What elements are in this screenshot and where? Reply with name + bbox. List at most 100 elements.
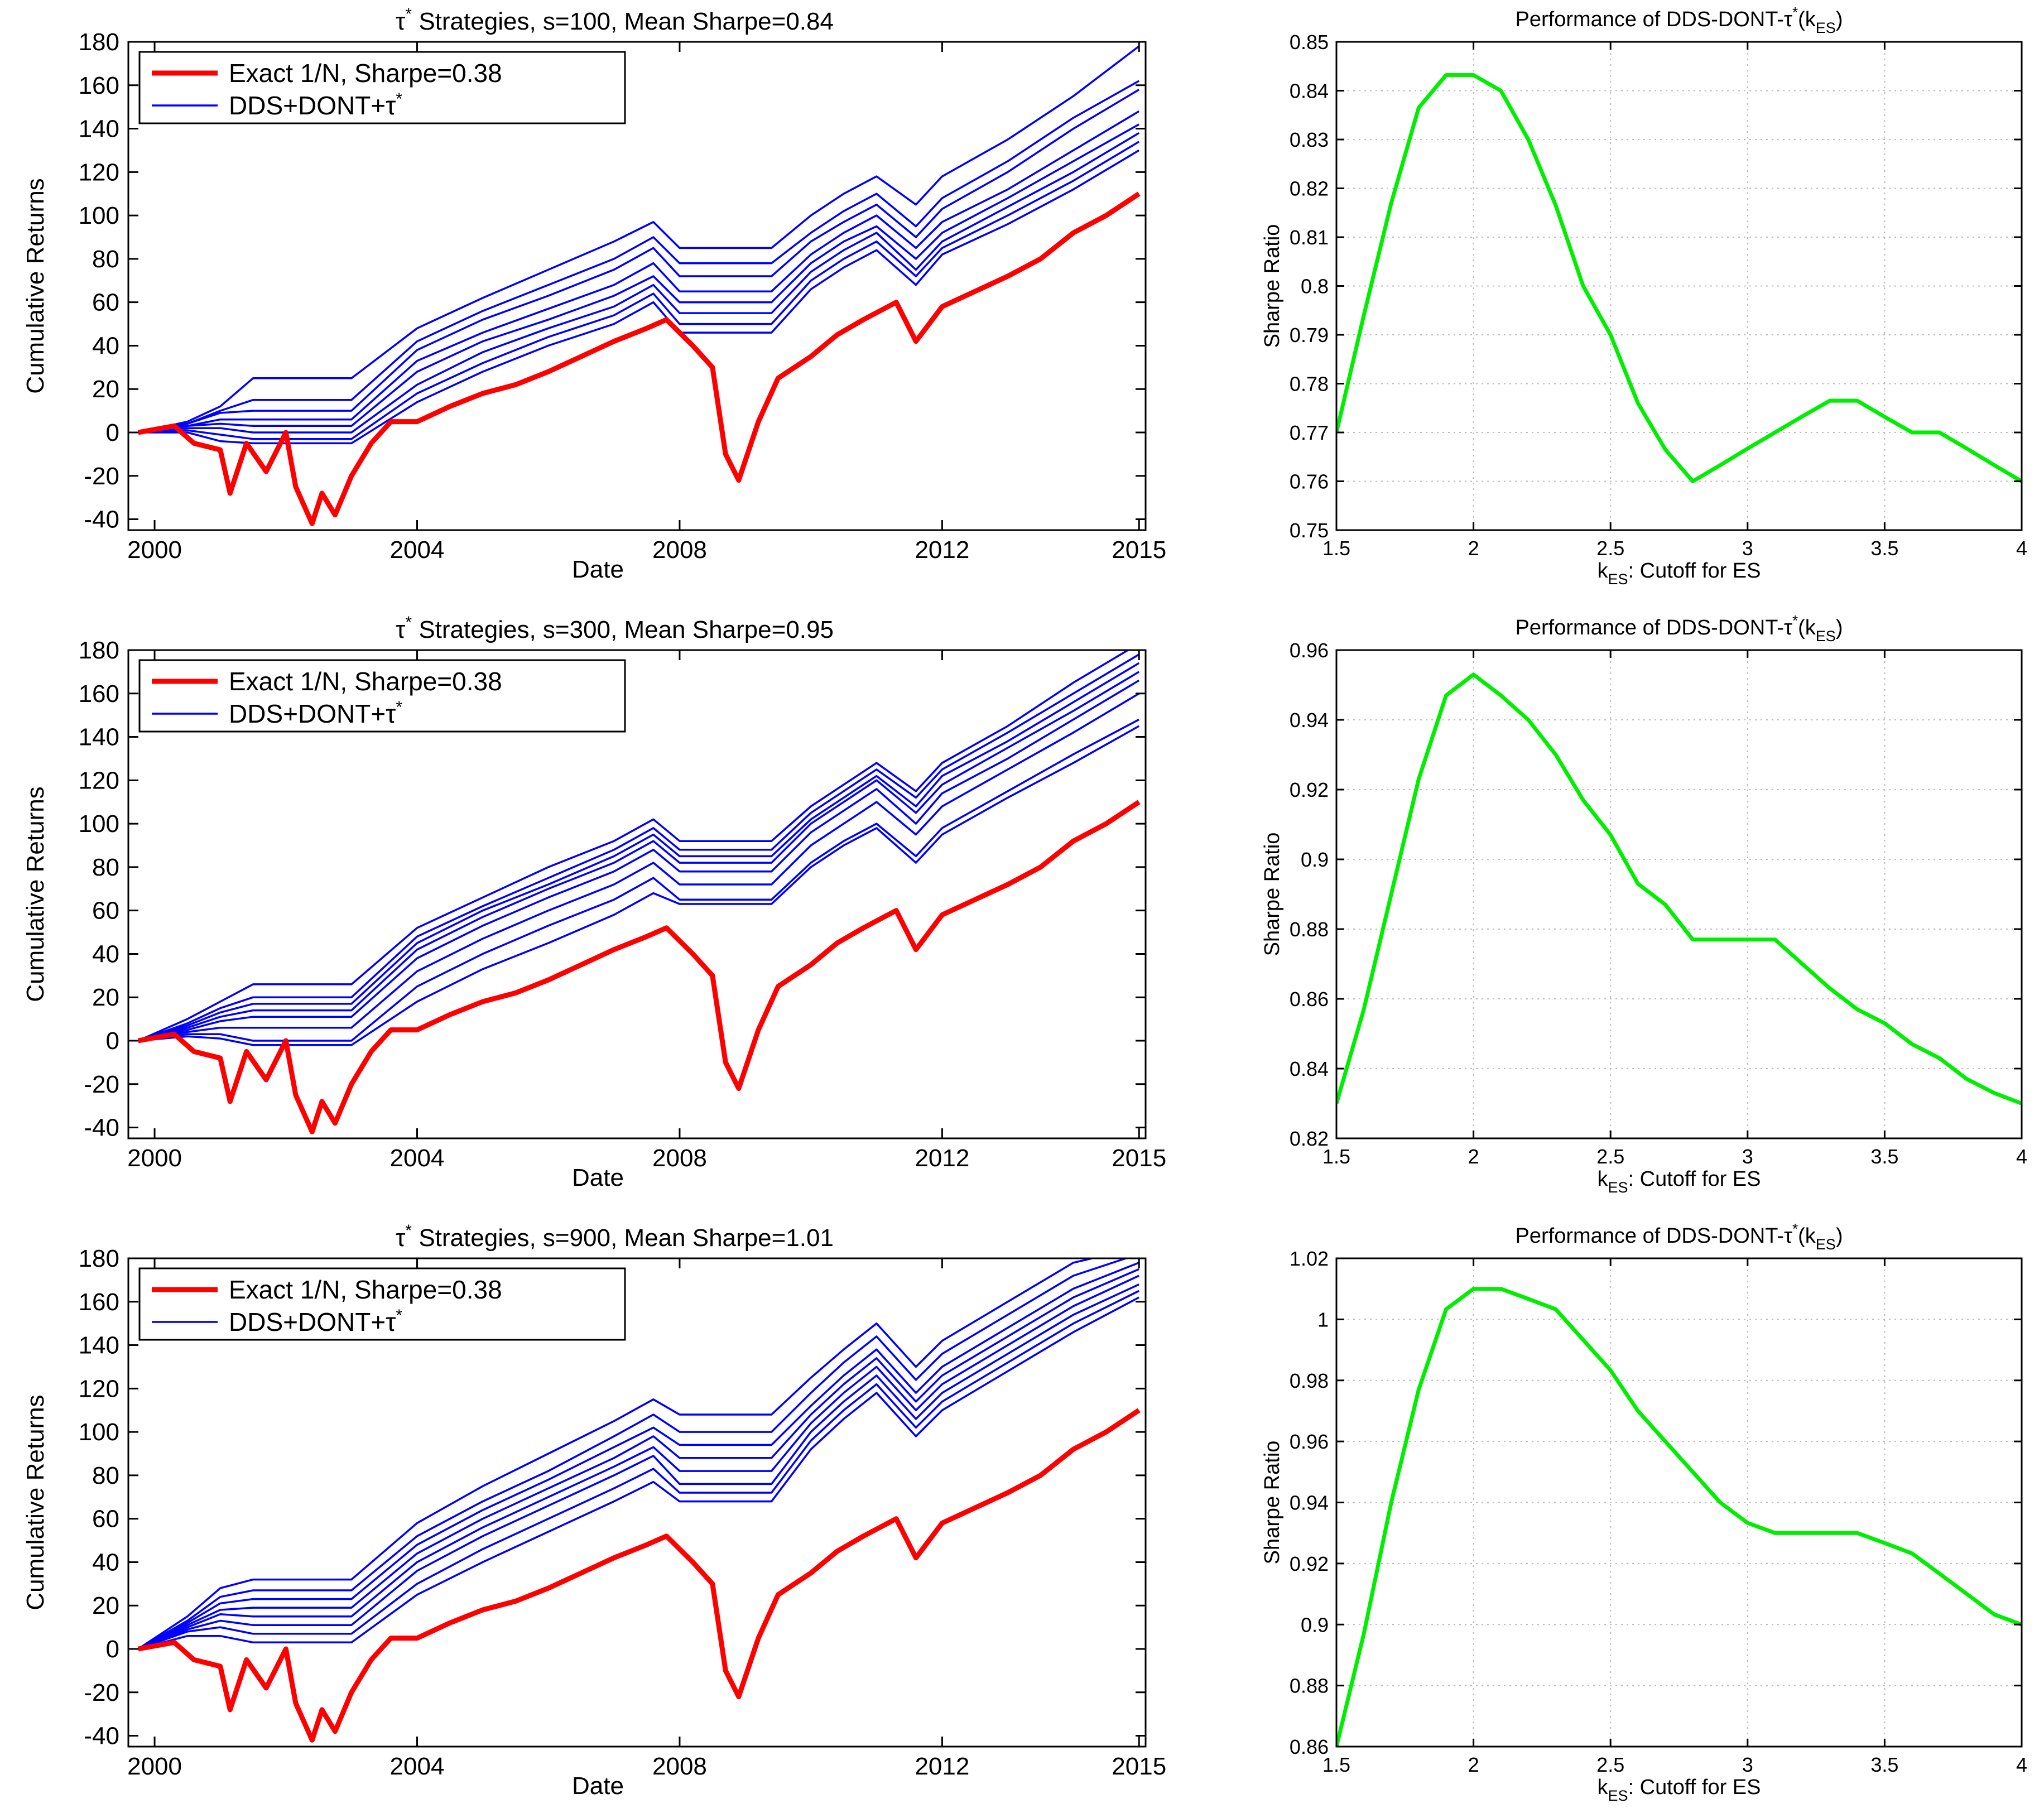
title-tau: τ — [1784, 1224, 1792, 1248]
exact-1n-line — [137, 191, 1141, 526]
y-tick-label: 0.98 — [1290, 1369, 1329, 1392]
title-star: * — [405, 613, 412, 632]
y-tick-label: 0.94 — [1290, 709, 1329, 732]
strategy-line-2 — [138, 89, 1140, 434]
legend-box — [138, 659, 626, 733]
x-label-sub: ES — [1608, 1179, 1628, 1196]
legend-strategy-prefix: DDS+DONT+ — [229, 1307, 386, 1336]
x-tick-label: 2000 — [127, 1144, 182, 1172]
cumulative-returns-panel-3: -40 -20 0 20 40 60 80 100 120 140 160 180 2000 2004 20… — [22, 1222, 1166, 1800]
x-tick-label: 2015 — [1112, 1144, 1166, 1172]
title-sub: ES — [1816, 1236, 1836, 1253]
y-tick-label: 0.77 — [1290, 421, 1329, 444]
title-close: ) — [1836, 1224, 1843, 1248]
y-tick-label: 0.75 — [1290, 519, 1329, 542]
title-star: * — [405, 1222, 412, 1240]
sharpe-ratio-panel-1: 0.75 0.76 0.77 0.78 0.79 0.8 0.81 0.82 0.83 0.84 0… — [1261, 4, 2027, 588]
x-tick-label: 2008 — [652, 1753, 707, 1780]
title-paren: (k — [1798, 1224, 1816, 1248]
legend-strategy-label: DDS+DONT+τ* — [229, 1306, 402, 1336]
legend-strategy-prefix: DDS+DONT+ — [229, 699, 386, 728]
legend-strategy-tau: τ — [386, 699, 396, 728]
strategy-line-7 — [138, 725, 1140, 1046]
strategy-line-6 — [138, 718, 1140, 1042]
x-tick-label: 1.5 — [1322, 1145, 1350, 1168]
strategy-line-3 — [138, 110, 1140, 434]
legend-strategy-label: DDS+DONT+τ* — [229, 698, 402, 728]
y-tick-label: 40 — [92, 332, 119, 359]
strategy-line-1 — [138, 80, 1140, 434]
exact-1n-line — [137, 1408, 1141, 1743]
y-tick-label: 20 — [92, 376, 119, 403]
y-tick-label: 1 — [1317, 1308, 1329, 1331]
sharpe-ratio-panel-3: 0.86 0.88 0.9 0.92 0.94 0.96 0.98 1 1.02 1.5 2 2.5 3… — [1261, 1220, 2027, 1804]
x-tick-label: 2008 — [652, 536, 707, 564]
y-tick-label: 60 — [92, 897, 119, 925]
y-tick-label: 160 — [79, 680, 119, 708]
y-tick-label: -40 — [84, 1114, 119, 1142]
y-tick-label: 60 — [92, 289, 119, 316]
strategy-line-1 — [138, 653, 1140, 1042]
x-tick-label: 4 — [2016, 537, 2027, 560]
x-tick-label: 1.5 — [1322, 537, 1350, 560]
title-tau: τ — [396, 616, 406, 643]
title-tau: τ — [396, 8, 406, 35]
strategy-line-6 — [138, 141, 1140, 440]
y-tick-label: 0.81 — [1290, 226, 1329, 249]
x-label-k: k — [1598, 559, 1609, 583]
axes-frame — [127, 1257, 1147, 1748]
cumulative-returns-panel-1: -40 -20 0 20 40 60 80 100 120 140 160 180 2000 2004 20… — [22, 5, 1166, 583]
title-text: Strategies, s=300, Mean Sharpe=0.95 — [412, 616, 834, 643]
x-tick-label: 4 — [2016, 1145, 2027, 1168]
x-tick-label: 3 — [1742, 1145, 1753, 1168]
legend-exact-label: Exact 1/N, Sharpe=0.38 — [229, 59, 502, 88]
y-axis-label: Sharpe Ratio — [1261, 1441, 1284, 1565]
title-tau: τ — [1784, 616, 1792, 639]
y-tick-label: 100 — [79, 810, 119, 838]
x-axis-label: kES: Cutoff for ES — [1598, 559, 1761, 588]
y-tick-label: 100 — [79, 202, 119, 229]
y-tick-label: -20 — [84, 463, 119, 490]
legend-strategy-star: * — [396, 1306, 402, 1325]
x-tick-label: 2008 — [652, 1144, 707, 1172]
y-tick-label: 0.78 — [1290, 373, 1329, 396]
x-tick-label: 2 — [1468, 1753, 1479, 1776]
strategy-line-2 — [138, 662, 1140, 1042]
y-tick-label: 1.02 — [1290, 1247, 1329, 1270]
y-tick-label: 40 — [92, 1548, 119, 1576]
y-axis-label: Cumulative Returns — [22, 178, 49, 393]
y-tick-label: 0.82 — [1290, 177, 1329, 200]
x-tick-label: 3.5 — [1870, 1753, 1898, 1776]
legend-box — [138, 1267, 626, 1341]
y-tick-label: 0.86 — [1290, 1735, 1329, 1758]
x-tick-label: 2012 — [915, 536, 969, 564]
title-main: Performance of DDS-DONT- — [1516, 616, 1784, 639]
y-tick-label: 120 — [79, 1375, 119, 1402]
y-tick-label: 180 — [79, 1245, 119, 1272]
y-tick-label: 0.94 — [1290, 1492, 1329, 1514]
y-tick-label: -40 — [84, 1723, 119, 1750]
y-tick-label: 100 — [79, 1418, 119, 1446]
x-tick-label: 2 — [1468, 537, 1479, 560]
y-tick-label: 180 — [79, 28, 119, 56]
panel-title: τ* Strategies, s=100, Mean Sharpe=0.84 — [396, 5, 834, 35]
y-tick-label: 0.9 — [1301, 848, 1329, 871]
y-tick-label: 180 — [79, 637, 119, 664]
strategy-line-7 — [138, 1296, 1140, 1650]
strategy-line-5 — [138, 132, 1140, 434]
y-tick-label: 0.82 — [1290, 1127, 1329, 1150]
x-tick-label: 2 — [1468, 1145, 1479, 1168]
y-axis-label: Sharpe Ratio — [1261, 224, 1284, 348]
legend-box — [138, 51, 626, 124]
title-close: ) — [1836, 8, 1843, 31]
y-tick-label: -20 — [84, 1071, 119, 1098]
legend-strategy-star: * — [396, 698, 402, 716]
strategy-line-3 — [138, 671, 1140, 1042]
y-tick-label: 0.96 — [1290, 1430, 1329, 1453]
y-tick-label: 0.83 — [1290, 128, 1329, 151]
y-tick-label: 0.84 — [1290, 1057, 1329, 1080]
y-tick-label: 0.79 — [1290, 324, 1329, 347]
y-tick-label: 0.92 — [1290, 778, 1329, 801]
x-axis-label: kES: Cutoff for ES — [1598, 1776, 1761, 1804]
x-tick-label: 2.5 — [1596, 537, 1624, 560]
